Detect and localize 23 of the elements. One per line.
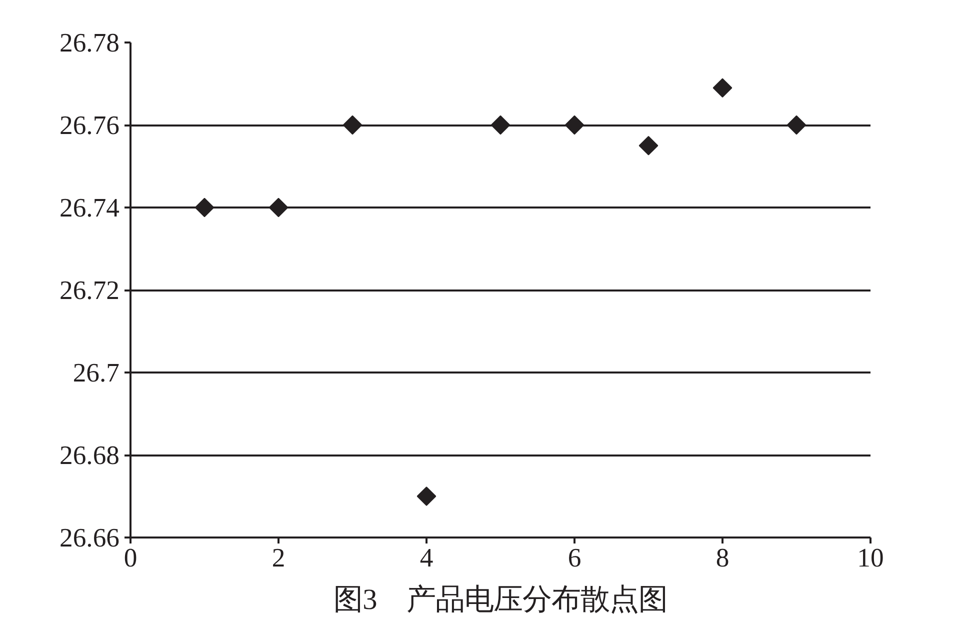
point bbox=[564, 115, 584, 135]
y-tick-label: 26.76 bbox=[60, 110, 120, 140]
point bbox=[416, 486, 436, 506]
y-tick-label: 26.78 bbox=[60, 28, 120, 58]
y-tick-label: 26.74 bbox=[60, 192, 120, 222]
x-tick-label: 8 bbox=[716, 542, 730, 572]
x-tick-label: 0 bbox=[124, 542, 138, 572]
y-tick-label: 26.68 bbox=[60, 440, 120, 470]
x-tick-label: 10 bbox=[857, 542, 884, 572]
point bbox=[342, 115, 362, 135]
point bbox=[490, 115, 510, 135]
y-tick-label: 26.72 bbox=[60, 275, 120, 305]
x-tick-label: 2 bbox=[272, 542, 286, 572]
point bbox=[194, 198, 214, 218]
point bbox=[268, 198, 288, 218]
y-tick-label: 26.66 bbox=[60, 522, 120, 552]
y-tick-label: 26.7 bbox=[72, 358, 120, 388]
point bbox=[786, 115, 806, 135]
point bbox=[712, 78, 732, 98]
x-tick-label: 6 bbox=[568, 542, 582, 572]
x-tick-label: 4 bbox=[420, 542, 434, 572]
text: 图3 产品电压分布散点图 bbox=[334, 584, 668, 616]
point bbox=[638, 136, 658, 156]
